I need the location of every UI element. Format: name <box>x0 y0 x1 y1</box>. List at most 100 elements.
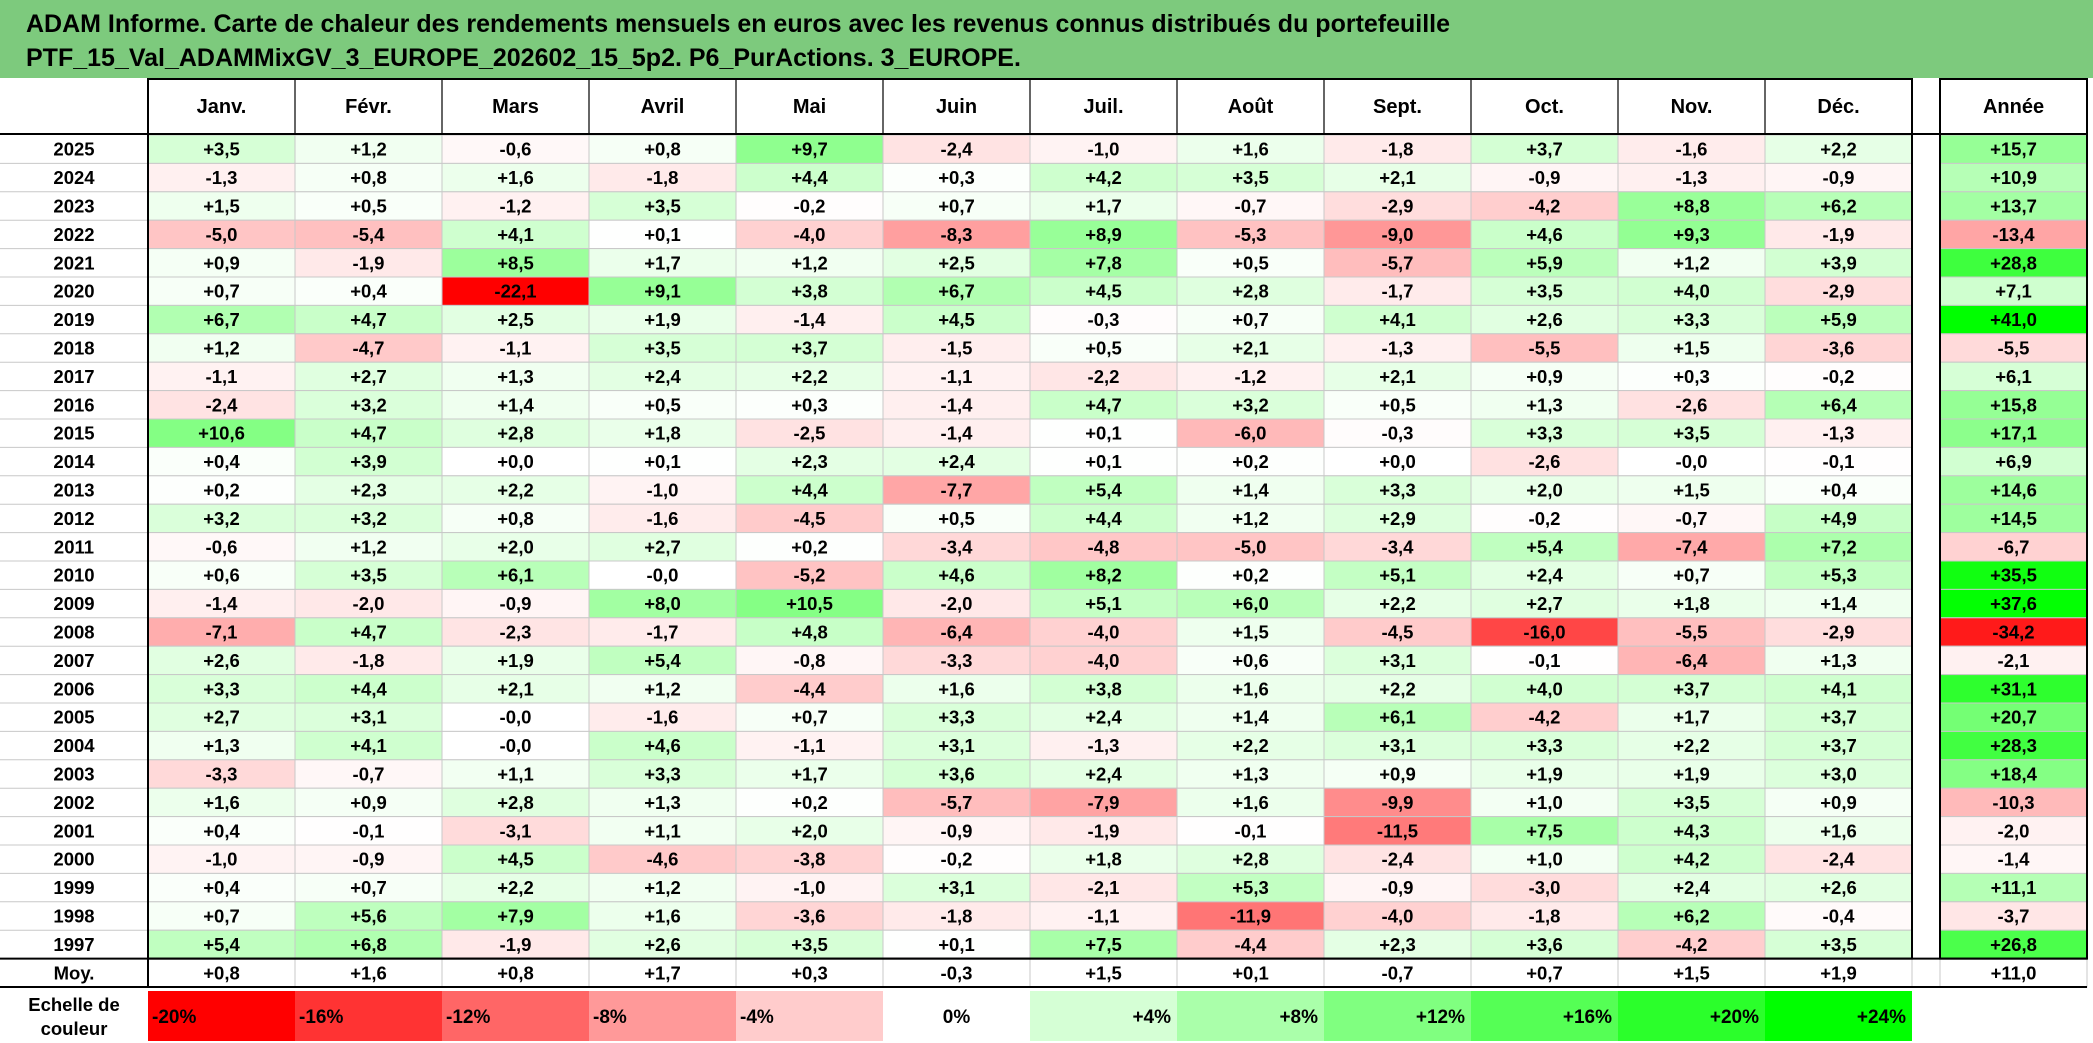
heat-cell-value: +1,6 <box>497 167 534 188</box>
heat-cell-value: -1,8 <box>647 167 679 188</box>
heat-cell-value: -0,2 <box>1529 508 1561 529</box>
heat-cell <box>441 361 590 392</box>
heat-cell-value: +4,4 <box>791 167 828 188</box>
heat-cell-value: +7,5 <box>1526 820 1563 841</box>
heat-cell <box>882 617 1031 647</box>
heat-cell-value: +1,7 <box>1673 707 1710 728</box>
heat-cell <box>735 759 884 789</box>
heat-cell <box>441 872 590 903</box>
annual-cell <box>1939 674 2088 704</box>
heat-cell <box>735 929 884 960</box>
heat-cell-value: +4,1 <box>350 735 387 756</box>
heat-cell-value: +6,2 <box>1820 196 1857 217</box>
annual-cell-value: +18,4 <box>1990 764 2038 785</box>
heat-cell-value: +0,1 <box>938 934 975 955</box>
heat-cell-value: +6,1 <box>1379 707 1416 728</box>
heat-cell-value: +10,5 <box>786 593 833 614</box>
annual-cell-value: -10,3 <box>1992 792 2034 813</box>
heat-cell-value: -4,5 <box>794 508 826 529</box>
heat-cell-value: +0,7 <box>1526 962 1563 983</box>
month-header: Juil. <box>1083 96 1123 118</box>
heat-cell <box>1323 503 1472 534</box>
annual-cell-value: -1,4 <box>1998 849 2031 870</box>
heat-cell <box>1176 787 1325 818</box>
heat-cell <box>1764 901 1913 931</box>
heat-cell-value: +1,4 <box>497 394 534 415</box>
heat-cell-value: +2,8 <box>497 423 534 444</box>
heat-cell-value: +8,2 <box>1085 565 1122 586</box>
heat-cell <box>1617 929 1766 960</box>
heat-cell <box>882 645 1031 676</box>
heat-cell-value: -6,4 <box>1676 650 1709 671</box>
heat-cell <box>1323 560 1472 590</box>
annual-cell-value: +15,7 <box>1990 139 2037 160</box>
heat-cell-value: +1,6 <box>1232 678 1269 699</box>
heat-cell-value: -0,9 <box>500 593 532 614</box>
scale-stop-label: -16% <box>299 1007 343 1028</box>
heat-cell-value: +1,5 <box>1673 962 1710 983</box>
heat-cell <box>1470 418 1619 448</box>
heat-cell-value: -0,2 <box>1823 366 1855 387</box>
heat-cell-value: -1,1 <box>941 366 973 387</box>
heat-cell-value: +2,6 <box>1820 877 1857 898</box>
heat-cell-value: -1,6 <box>647 707 679 728</box>
heat-cell-value: +0,6 <box>203 565 240 586</box>
annual-cell <box>1939 588 2088 619</box>
heat-cell-value: +0,7 <box>203 281 240 302</box>
year-label: 2022 <box>53 224 94 245</box>
scale-label: Echelle de <box>28 994 120 1015</box>
heat-cell <box>1176 929 1325 960</box>
heat-cell <box>588 929 737 960</box>
heat-cell <box>1617 816 1766 846</box>
heat-cell-value: +2,8 <box>1232 281 1269 302</box>
heat-cell-value: +0,1 <box>1232 962 1269 983</box>
heat-cell-value: +2,4 <box>1526 565 1563 586</box>
annual-cell <box>1939 446 2088 477</box>
heat-cell-value: +1,5 <box>1232 622 1269 643</box>
heat-cell <box>1470 702 1619 732</box>
heat-cell-value: +8,0 <box>644 593 681 614</box>
heat-cell <box>1617 560 1766 590</box>
heat-cell-value: +4,0 <box>1526 678 1563 699</box>
heat-cell-value: -1,4 <box>206 593 239 614</box>
heat-cell-value: +0,2 <box>203 480 240 501</box>
heat-cell <box>882 730 1031 761</box>
heat-cell-value: +2,6 <box>203 650 240 671</box>
heat-cell <box>1176 532 1325 562</box>
heat-cell-value: +4,5 <box>938 309 975 330</box>
heat-cell-value: +2,6 <box>644 934 681 955</box>
heat-cell-value: +1,5 <box>203 196 240 217</box>
heat-cell-value: +0,3 <box>938 167 975 188</box>
heat-cell-value: +4,8 <box>791 622 828 643</box>
heat-cell-value: +3,1 <box>1379 735 1416 756</box>
heat-cell <box>441 674 590 704</box>
heat-cell-value: -1,8 <box>1529 906 1561 927</box>
heat-cell <box>1617 674 1766 704</box>
heat-cell-value: -2,5 <box>794 423 826 444</box>
heat-cell <box>1176 446 1325 477</box>
heat-cell <box>1470 588 1619 619</box>
month-header: Mai <box>793 96 826 118</box>
heat-cell-value: +1,0 <box>1526 792 1563 813</box>
heat-cell-value: -22,1 <box>494 281 536 302</box>
heat-cell-value: -1,7 <box>1382 281 1414 302</box>
heat-cell-value: +3,5 <box>203 139 240 160</box>
heat-cell <box>1176 645 1325 676</box>
heat-cell-value: +0,2 <box>791 792 828 813</box>
heat-cell-value: +5,4 <box>1085 480 1122 501</box>
heat-cell-value: -1,1 <box>206 366 238 387</box>
year-label: 2011 <box>54 536 94 557</box>
heat-cell-value: -3,0 <box>1529 877 1561 898</box>
heat-cell-value: -4,0 <box>1088 650 1120 671</box>
heat-cell-value: +1,2 <box>350 536 387 557</box>
heat-cell <box>1323 588 1472 619</box>
year-label: 2021 <box>53 252 94 273</box>
heat-cell-value: +3,1 <box>1379 650 1416 671</box>
heat-cell-value: +0,9 <box>1379 764 1416 785</box>
heat-cell-value: +0,3 <box>791 962 828 983</box>
heat-cell <box>147 645 296 676</box>
heat-cell <box>1029 475 1178 505</box>
heat-cell <box>1029 560 1178 590</box>
heat-cell <box>1029 248 1178 278</box>
heat-cell-value: +4,6 <box>938 565 975 586</box>
